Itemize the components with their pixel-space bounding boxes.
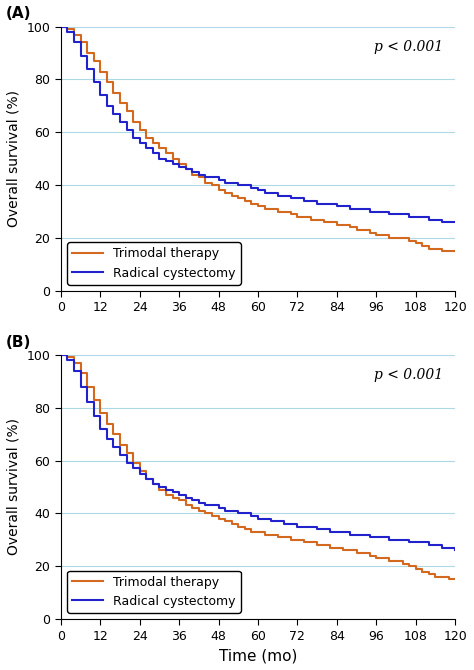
Line: Trimodal therapy: Trimodal therapy bbox=[61, 27, 455, 251]
Text: (B): (B) bbox=[6, 334, 31, 350]
Line: Radical cystectomy: Radical cystectomy bbox=[61, 27, 455, 222]
Radical cystectomy bbox=[308, 523, 313, 531]
Trimodal therapy bbox=[439, 247, 445, 255]
Trimodal therapy bbox=[150, 480, 155, 488]
Trimodal therapy bbox=[426, 570, 432, 578]
Trimodal therapy bbox=[308, 539, 313, 547]
Radical cystectomy bbox=[439, 218, 445, 226]
Radical cystectomy bbox=[452, 546, 458, 554]
Radical cystectomy bbox=[452, 218, 458, 226]
Radical cystectomy bbox=[58, 23, 64, 31]
Trimodal therapy bbox=[426, 245, 432, 253]
Trimodal therapy bbox=[97, 68, 103, 76]
Radical cystectomy bbox=[58, 351, 64, 359]
Legend: Trimodal therapy, Radical cystectomy: Trimodal therapy, Radical cystectomy bbox=[67, 243, 241, 285]
Radical cystectomy bbox=[328, 200, 333, 208]
Trimodal therapy bbox=[150, 139, 155, 147]
Y-axis label: Overall survival (%): Overall survival (%) bbox=[7, 419, 21, 555]
Radical cystectomy bbox=[426, 541, 432, 549]
Line: Radical cystectomy: Radical cystectomy bbox=[61, 355, 455, 550]
Text: p < 0.001: p < 0.001 bbox=[374, 368, 443, 382]
X-axis label: Time (mo): Time (mo) bbox=[219, 648, 297, 663]
Legend: Trimodal therapy, Radical cystectomy: Trimodal therapy, Radical cystectomy bbox=[67, 571, 241, 613]
Radical cystectomy bbox=[150, 149, 155, 157]
Trimodal therapy bbox=[58, 351, 64, 359]
Radical cystectomy bbox=[229, 507, 235, 515]
Trimodal therapy bbox=[58, 23, 64, 31]
Radical cystectomy bbox=[328, 525, 333, 533]
Trimodal therapy bbox=[97, 409, 103, 417]
Radical cystectomy bbox=[97, 425, 103, 433]
Trimodal therapy bbox=[328, 541, 333, 549]
Trimodal therapy bbox=[446, 576, 451, 584]
Trimodal therapy bbox=[328, 218, 333, 226]
Trimodal therapy bbox=[229, 189, 235, 197]
Radical cystectomy bbox=[426, 216, 432, 224]
Radical cystectomy bbox=[229, 178, 235, 186]
Text: (A): (A) bbox=[6, 6, 31, 21]
Trimodal therapy bbox=[452, 576, 458, 584]
Radical cystectomy bbox=[308, 197, 313, 205]
Trimodal therapy bbox=[452, 247, 458, 255]
Trimodal therapy bbox=[308, 213, 313, 221]
Trimodal therapy bbox=[229, 517, 235, 525]
Text: p < 0.001: p < 0.001 bbox=[374, 40, 443, 54]
Radical cystectomy bbox=[150, 480, 155, 488]
Line: Trimodal therapy: Trimodal therapy bbox=[61, 355, 455, 580]
Radical cystectomy bbox=[97, 91, 103, 99]
Y-axis label: Overall survival (%): Overall survival (%) bbox=[7, 90, 21, 227]
